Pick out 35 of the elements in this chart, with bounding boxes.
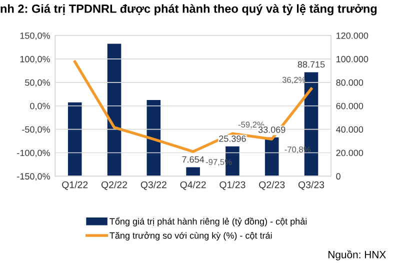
x-tick-label: Q1/22 [62, 181, 88, 190]
y2-tick-label: 120.000 [336, 32, 368, 39]
y2-tick-label: 80.000 [336, 79, 364, 86]
x-tick-label: Q3/23 [298, 181, 324, 190]
data-label: 7.654 [182, 156, 204, 163]
y-tick-label: -50,0% [22, 126, 50, 134]
y-tick-label: -100,0% [17, 150, 50, 158]
y2-tick-label: 60.000 [336, 102, 364, 110]
y2-tick-label: 40.000 [336, 126, 364, 133]
y-tick-label: 150,0% [20, 32, 50, 40]
y2-tick-label: 20.000 [336, 150, 364, 156]
text: Nguồn: HNX [328, 250, 386, 260]
data-label: 33.069 [258, 126, 286, 133]
x-tick-label: Q2/23 [259, 181, 285, 190]
x-tick-label: Q3/22 [140, 181, 166, 190]
y2-tick-label: 100.000 [336, 56, 368, 62]
x-tick-label: Q1/23 [220, 181, 246, 190]
y-tick-label: -150,0% [17, 173, 50, 181]
bar [186, 167, 200, 176]
legend-label: Tăng trưởng so với cùng kỳ (%) - cột trái [110, 232, 272, 240]
bar [146, 100, 161, 176]
bar [264, 137, 279, 176]
y2-tick-label: 0 [336, 173, 340, 180]
y-tick-label: 50,0% [25, 79, 50, 87]
bar [68, 102, 82, 176]
x-tick-label: Q4/22 [180, 181, 206, 190]
data-label: 88.715 [298, 61, 325, 68]
x-tick-label: Q2/22 [101, 181, 128, 190]
data-label: 36,2% [282, 76, 306, 84]
y-tick-label: 100,0% [20, 56, 50, 64]
y-tick-label: 0,0% [30, 102, 50, 110]
data-label: 25.396 [219, 135, 246, 142]
legend-label: Tổng giá trị phát hành riêng lẻ (tỷ đồng) - cột phải [110, 217, 307, 226]
bar [107, 44, 122, 176]
chart-title: nh 2: Giá trị TPDNRL được phát hành theo quý và tỷ lệ tăng trưởng [0, 4, 377, 16]
